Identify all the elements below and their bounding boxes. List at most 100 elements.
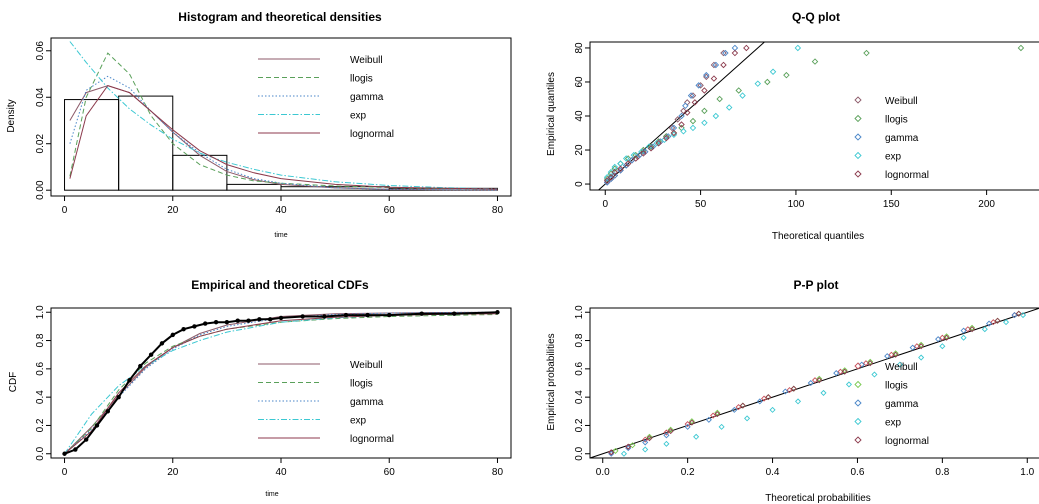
cdf-empirical-point bbox=[365, 312, 370, 318]
cdf-empirical-point bbox=[343, 312, 349, 318]
qq-point-exp bbox=[653, 139, 660, 147]
pp-point-exp bbox=[871, 371, 878, 378]
cdf-x-tick-label: 0 bbox=[62, 467, 68, 478]
qq-point-weibull bbox=[697, 82, 704, 89]
pp-point-llogis bbox=[667, 426, 674, 433]
pp-point-gamma bbox=[935, 336, 942, 343]
qq-y-tick-label: 80 bbox=[574, 42, 585, 54]
pp-point-llogis bbox=[612, 447, 619, 454]
pp-point-gamma bbox=[909, 344, 916, 351]
cdf-empirical-point bbox=[278, 315, 284, 321]
qq-panel: 0 50 100 150 200 0 20 40 60 80 Weibull llogis gamma e… bbox=[574, 41, 1039, 210]
qq-point-llogis bbox=[611, 165, 619, 172]
qq-xlabel: Theoretical quantiles bbox=[772, 231, 864, 242]
histogram-ylabel: Density bbox=[6, 99, 17, 132]
pp-legend-label-weibull: Weibull bbox=[885, 362, 918, 373]
qq-legend-label-llogis: llogis bbox=[885, 115, 908, 126]
qq-point-llogis bbox=[735, 87, 742, 94]
pp-point-llogis bbox=[816, 375, 823, 382]
cdf-y-tick-label: 0.0 bbox=[35, 446, 46, 460]
pp-point-gamma bbox=[684, 423, 691, 430]
pp-xlabel: Theoretical probabilities bbox=[765, 493, 871, 504]
qq-point-gamma bbox=[712, 61, 720, 69]
qq-point-exp bbox=[739, 92, 746, 99]
qq-point-lognormal bbox=[611, 168, 619, 176]
histogram-density-weibull bbox=[69, 85, 498, 191]
cdf-plot-frame bbox=[50, 307, 512, 459]
histogram-x-tick-label: 0 bbox=[62, 205, 68, 216]
pp-point-lognormal bbox=[646, 435, 653, 442]
qq-point-exp bbox=[680, 128, 687, 135]
pp-point-gamma bbox=[1011, 312, 1018, 319]
pp-point-exp bbox=[918, 354, 925, 361]
qq-y-tick-label: 40 bbox=[574, 110, 585, 122]
pp-legend-key-gamma bbox=[854, 399, 862, 407]
qq-x-tick-label: 150 bbox=[883, 199, 900, 210]
histogram-x-tick-label: 40 bbox=[275, 205, 287, 216]
cdf-x-tick-label: 20 bbox=[167, 467, 179, 478]
cdf-x-tick-label: 80 bbox=[492, 467, 504, 478]
qq-point-lognormal bbox=[632, 155, 639, 162]
pp-point-lognormal bbox=[714, 411, 721, 418]
qq-legend-key-lognormal bbox=[854, 170, 862, 178]
pp-point-gamma bbox=[705, 416, 712, 423]
qq-point-gamma bbox=[687, 92, 695, 99]
qq-point-lognormal bbox=[640, 150, 647, 157]
cdf-empirical-point bbox=[203, 321, 208, 326]
qq-point-weibull bbox=[703, 73, 710, 81]
pp-point-weibull bbox=[862, 360, 869, 367]
pp-x-tick-label: 0.8 bbox=[935, 467, 949, 478]
pp-point-exp bbox=[845, 381, 852, 388]
pp-point-gamma bbox=[663, 432, 670, 439]
pp-point-exp bbox=[794, 398, 802, 405]
qq-point-lognormal bbox=[670, 129, 678, 137]
histogram-bin bbox=[64, 99, 120, 191]
pp-point-llogis bbox=[943, 333, 950, 340]
pp-point-lognormal bbox=[969, 326, 976, 333]
cdf-y-tick-label: 0.2 bbox=[35, 418, 46, 432]
pp-point-llogis bbox=[688, 418, 695, 425]
qq-y-tick-label: 0 bbox=[574, 181, 585, 187]
qq-point-weibull bbox=[680, 107, 687, 115]
pp-point-gamma bbox=[833, 370, 840, 377]
qq-point-gamma bbox=[695, 82, 702, 89]
pp-point-exp bbox=[960, 334, 967, 341]
pp-point-exp bbox=[718, 423, 725, 430]
pp-point-lognormal bbox=[918, 343, 925, 350]
pp-point-lognormal bbox=[667, 428, 674, 435]
cdf-empirical-point bbox=[387, 312, 392, 318]
pp-point-llogis bbox=[841, 367, 848, 374]
qq-point-gamma bbox=[682, 102, 689, 110]
cdf-x-tick-label: 40 bbox=[275, 467, 287, 478]
pp-point-lognormal bbox=[816, 377, 823, 384]
cdf-empirical-line bbox=[64, 311, 498, 455]
qq-point-exp bbox=[670, 131, 678, 138]
qq-point-gamma bbox=[703, 71, 710, 79]
qq-legend-key-llogis bbox=[854, 114, 862, 123]
pp-x-tick-label: 0.0 bbox=[596, 467, 610, 478]
pp-point-lognormal bbox=[1015, 310, 1022, 317]
cdf-empirical-point bbox=[148, 352, 154, 357]
qq-point-exp bbox=[754, 80, 762, 87]
pp-point-llogis bbox=[867, 358, 874, 365]
qq-point-weibull bbox=[674, 116, 681, 123]
pp-point-llogis bbox=[969, 324, 976, 331]
cdf-empirical-point bbox=[495, 310, 500, 315]
pp-point-llogis bbox=[918, 341, 925, 348]
cdf-title: Empirical and theoretical CDFs bbox=[191, 278, 369, 292]
histogram-y-tick-label: 0.06 bbox=[35, 41, 46, 61]
pp-legend-label-llogis: llogis bbox=[885, 381, 908, 392]
pp-plot-frame bbox=[589, 307, 1039, 459]
qq-point-gamma bbox=[722, 49, 729, 57]
histogram-y-tick-label: 0.04 bbox=[35, 87, 46, 107]
qq-point-llogis bbox=[617, 160, 624, 167]
pp-point-gamma bbox=[807, 379, 814, 387]
qq-y-tick-label: 60 bbox=[574, 76, 585, 88]
histogram-bin bbox=[118, 95, 174, 191]
qq-point-gamma bbox=[611, 172, 619, 179]
qq-point-llogis bbox=[663, 133, 670, 140]
cdf-x-tick-label: 60 bbox=[384, 467, 396, 478]
pp-point-gamma bbox=[782, 388, 789, 395]
pp-point-exp bbox=[1003, 319, 1010, 326]
pp-x-tick-label: 1.0 bbox=[1020, 467, 1034, 478]
